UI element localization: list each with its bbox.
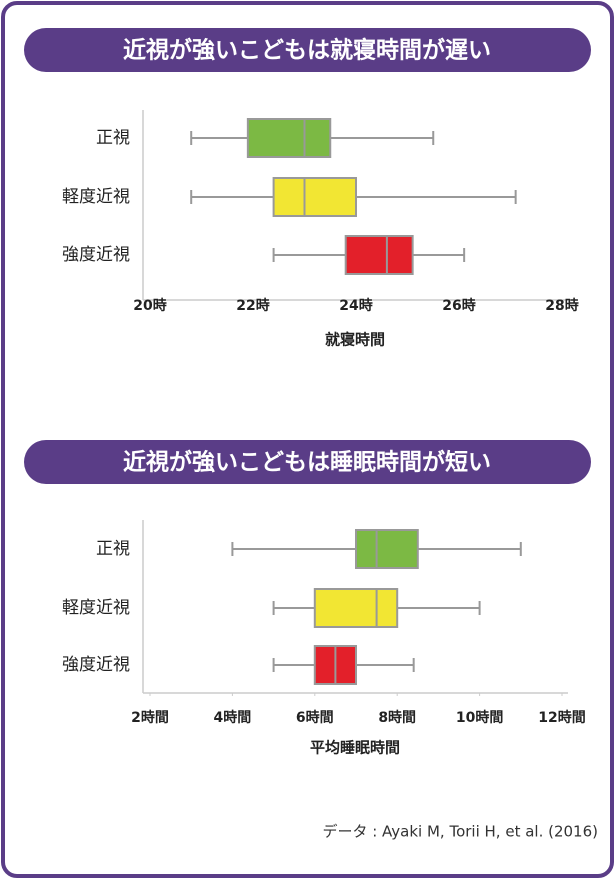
x-axis-label: 平均睡眠時間 <box>310 739 400 757</box>
x-tick-label: 10時間 <box>456 709 503 726</box>
box <box>246 118 332 158</box>
x-tick-label: 24時 <box>339 297 372 314</box>
category-label: 正視 <box>96 539 130 559</box>
category-label: 軽度近視 <box>62 598 130 618</box>
chart-title: 近視が強いこどもは就寝時間が遅い <box>123 37 491 64</box>
category-label: 軽度近視 <box>62 187 130 207</box>
x-axis-label: 就寝時間 <box>325 331 385 349</box>
box <box>344 235 414 275</box>
x-tick-label: 22時 <box>236 297 269 314</box>
category-label: 強度近視 <box>62 245 130 265</box>
x-tick-label: 6時間 <box>296 709 334 726</box>
x-tick-label: 28時 <box>545 297 578 314</box>
x-tick-label: 26時 <box>442 297 475 314</box>
source: データ : Ayaki M, Torii H, et al. (2016) <box>322 823 598 841</box>
x-tick-label: 2時間 <box>131 709 169 726</box>
title-banner <box>24 28 591 72</box>
title-banner <box>24 440 591 484</box>
category-label: 強度近視 <box>62 655 130 675</box>
chart-title: 近視が強いこどもは睡眠時間が短い <box>123 449 491 476</box>
category-label: 正視 <box>96 128 130 148</box>
x-tick-label: 20時 <box>133 297 166 314</box>
box <box>272 177 358 217</box>
box <box>355 529 419 569</box>
x-tick-label: 8時間 <box>378 709 416 726</box>
x-tick-label: 12時間 <box>538 709 585 726</box>
box <box>313 588 399 628</box>
x-tick-label: 4時間 <box>214 709 252 726</box>
